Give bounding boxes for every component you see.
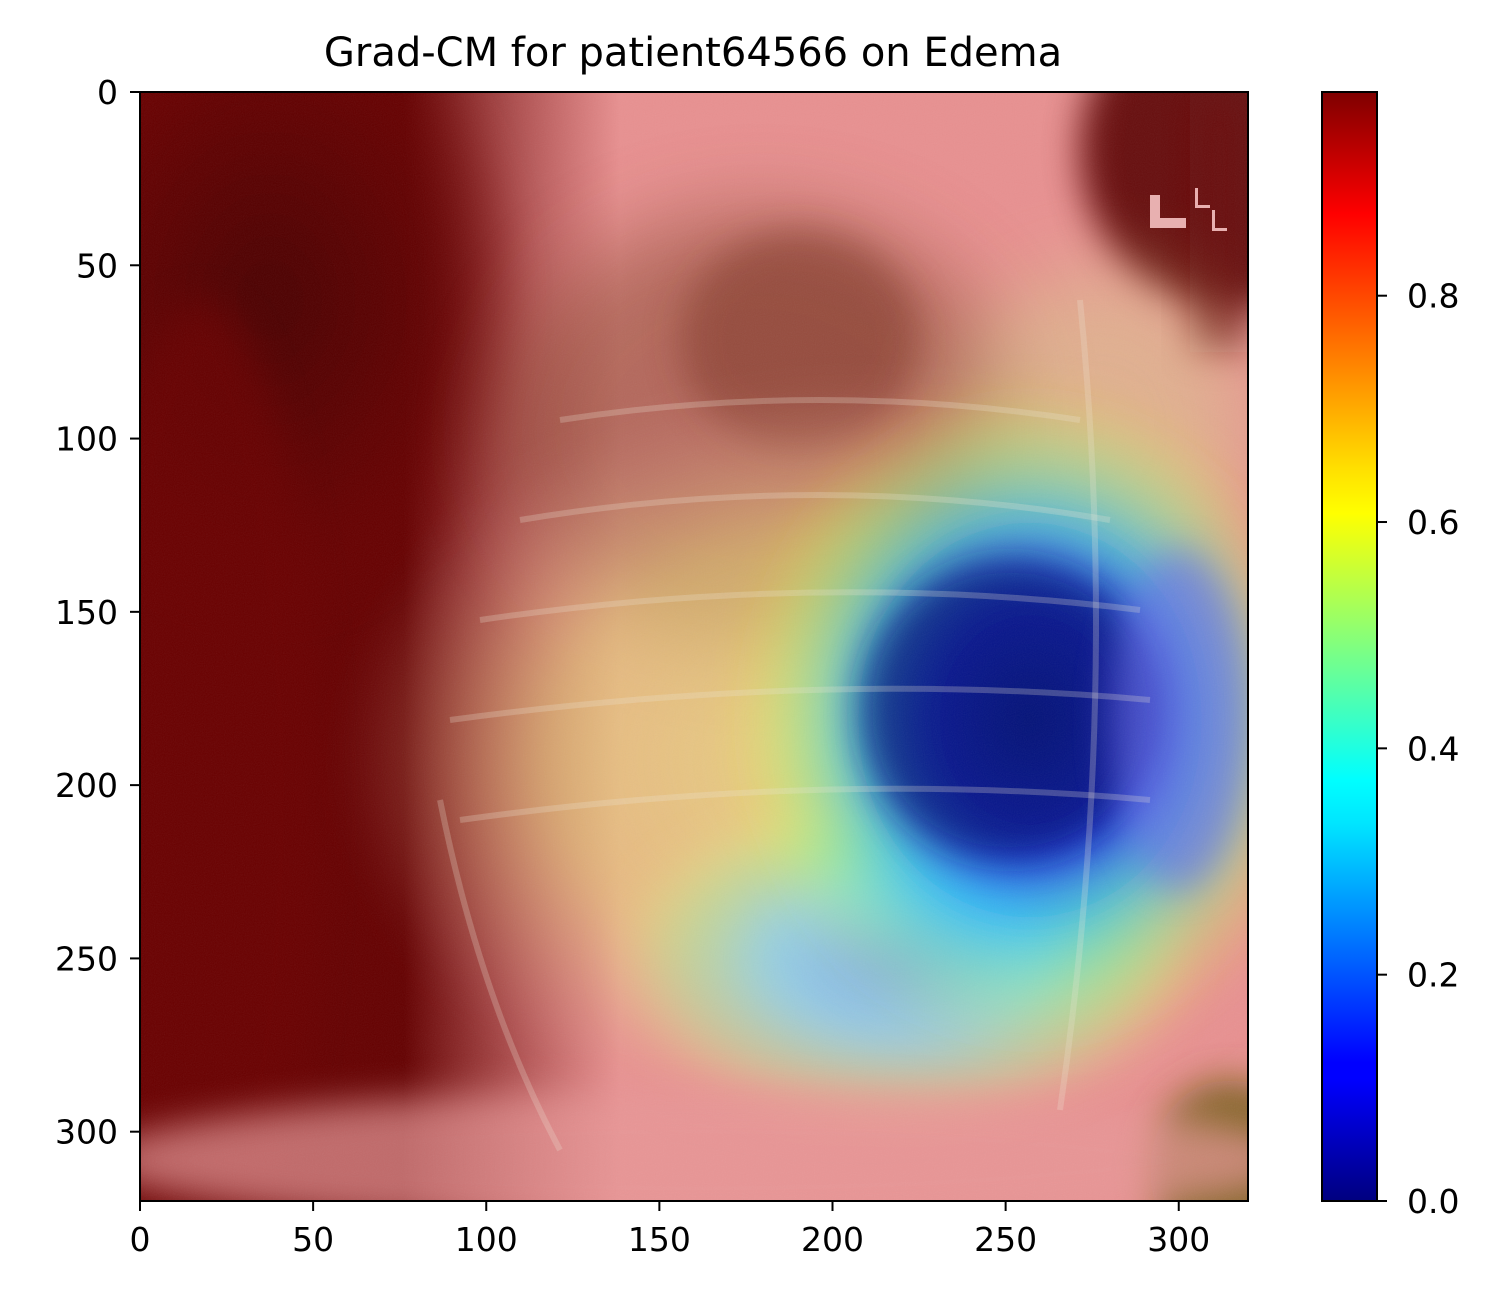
- x-tick-label: 0: [130, 1220, 151, 1259]
- x-tick-label: 50: [292, 1220, 334, 1259]
- colorbar-tick-label: 0.2: [1407, 956, 1459, 995]
- x-tick-label: 300: [1147, 1220, 1210, 1259]
- x-tick-label: 100: [455, 1220, 518, 1259]
- x-axis: 0 50 100 150 200 250 300: [130, 1201, 1210, 1259]
- y-tick-label: 0: [97, 73, 118, 112]
- side-marker-icon: [1150, 188, 1227, 231]
- y-tick-label: 300: [55, 1113, 118, 1152]
- y-tick-label: 250: [55, 939, 118, 978]
- colorbar-tick-label: 0.4: [1407, 729, 1459, 768]
- y-tick-label: 150: [55, 593, 118, 632]
- colorbar-tick-label: 0.8: [1407, 277, 1459, 316]
- chart-title: Grad-CM for patient64566 on Edema: [324, 30, 1062, 76]
- x-tick-label: 150: [628, 1220, 691, 1259]
- y-tick-label: 200: [55, 766, 118, 805]
- y-axis: 0 50 100 150 200 250 300: [55, 73, 140, 1152]
- colorbar-tick-label: 0.6: [1407, 503, 1459, 542]
- colorbar: [1321, 91, 1378, 1202]
- x-tick-label: 200: [801, 1220, 864, 1259]
- colorbar-tick-label: 0.0: [1407, 1182, 1459, 1221]
- x-tick-label: 250: [974, 1220, 1037, 1259]
- plot-frame: [139, 91, 1249, 1202]
- colorbar-axis: 0.0 0.2 0.4 0.6 0.8: [1377, 277, 1459, 1221]
- y-tick-label: 50: [76, 246, 118, 285]
- y-tick-label: 100: [55, 420, 118, 459]
- xray-heatmap-image: [140, 92, 1248, 1201]
